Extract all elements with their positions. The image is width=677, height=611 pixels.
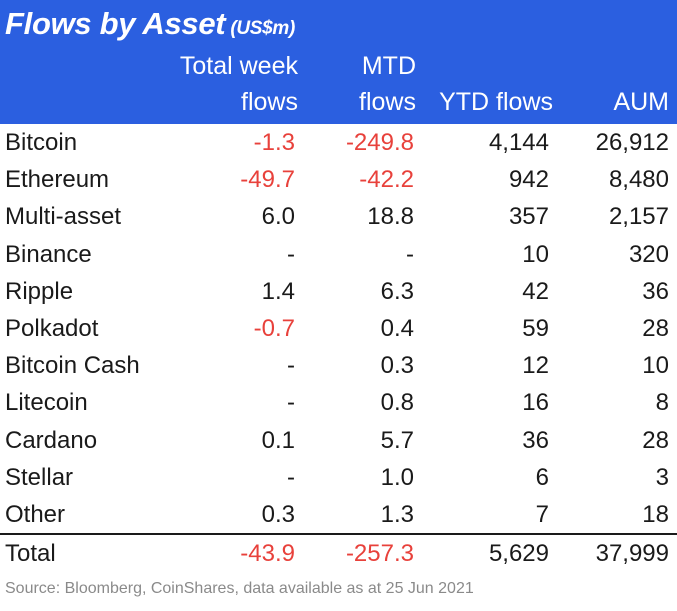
table-body: Bitcoin -1.3 -249.8 4,144 26,912 Ethereum -49.… bbox=[0, 124, 677, 533]
ytd-flows: 6 bbox=[535, 463, 549, 491]
ytd-flows: 942 bbox=[508, 166, 549, 194]
ytd-flows: 357 bbox=[508, 203, 549, 231]
aum-value: 26,912 bbox=[595, 129, 669, 156]
aum-value: 2,157 bbox=[608, 203, 669, 231]
total-row: Total -43.9 -257.3 5,629 37,999 bbox=[0, 533, 677, 575]
ytd-flows: 10 bbox=[522, 240, 549, 268]
ytd-flows: 4,144 bbox=[488, 129, 549, 156]
ytd-flows: 59 bbox=[522, 314, 549, 342]
mtd-flows: 1.0 bbox=[380, 463, 414, 491]
week-flows: -0.7 bbox=[253, 314, 295, 342]
ytd-flows: 16 bbox=[522, 389, 549, 417]
week-flows: 6.0 bbox=[261, 203, 295, 231]
ytd-flows: 12 bbox=[522, 352, 549, 380]
week-flows: -1.3 bbox=[253, 129, 295, 156]
asset-name: Binance bbox=[5, 240, 92, 268]
mtd-flows: - bbox=[406, 240, 414, 268]
aum-value: 28 bbox=[642, 314, 669, 342]
week-flows: - bbox=[287, 352, 295, 380]
title-text: Flows by Asset bbox=[5, 6, 226, 41]
table-row: Stellar - 1.0 6 3 bbox=[0, 459, 677, 496]
table-row: Litecoin - 0.8 16 8 bbox=[0, 384, 677, 421]
title-unit: (US$m) bbox=[230, 18, 296, 39]
week-flows: - bbox=[287, 463, 295, 491]
header-week-line1: Total week bbox=[179, 52, 298, 80]
week-flows: 1.4 bbox=[261, 277, 295, 305]
asset-name: Bitcoin bbox=[5, 129, 78, 156]
header-aum: AUM bbox=[613, 88, 669, 116]
source-note: Source: Bloomberg, CoinShares, data avai… bbox=[5, 580, 474, 597]
header-ytd: YTD flows bbox=[439, 88, 553, 116]
table-row: Binance - - 10 320 bbox=[0, 236, 677, 273]
asset-name: Bitcoin Cash bbox=[5, 352, 140, 380]
mtd-flows: 0.4 bbox=[380, 314, 414, 342]
asset-name: Stellar bbox=[5, 463, 74, 491]
asset-name: Multi-asset bbox=[5, 203, 122, 231]
week-flows: -49.7 bbox=[240, 166, 295, 194]
asset-name: Polkadot bbox=[5, 314, 99, 342]
table-row: Bitcoin Cash - 0.3 12 10 bbox=[0, 347, 677, 384]
aum-value: 10 bbox=[642, 352, 669, 380]
mtd-flows: -42.2 bbox=[359, 166, 414, 194]
asset-name: Ripple bbox=[5, 277, 74, 305]
table-header: Flows by Asset (US$m) Total week flows MT… bbox=[0, 0, 677, 124]
mtd-flows: 18.8 bbox=[367, 203, 414, 231]
total-ytd: 5,629 bbox=[488, 540, 549, 567]
table-row: Bitcoin -1.3 -249.8 4,144 26,912 bbox=[0, 124, 677, 161]
ytd-flows: 42 bbox=[522, 277, 549, 305]
asset-name: Other bbox=[5, 500, 66, 528]
week-flows: 0.1 bbox=[261, 426, 295, 454]
total-mtd: -257.3 bbox=[345, 540, 414, 567]
total-aum: 37,999 bbox=[595, 540, 669, 567]
table-row: Cardano 0.1 5.7 36 28 bbox=[0, 422, 677, 459]
week-flows: 0.3 bbox=[261, 500, 295, 528]
mtd-flows: 6.3 bbox=[380, 277, 414, 305]
table-row: Polkadot -0.7 0.4 59 28 bbox=[0, 310, 677, 347]
header-mtd-line1: MTD bbox=[361, 52, 416, 80]
aum-value: 8 bbox=[655, 389, 669, 417]
table-row: Ethereum -49.7 -42.2 942 8,480 bbox=[0, 161, 677, 198]
mtd-flows: -249.8 bbox=[345, 129, 414, 156]
aum-value: 8,480 bbox=[608, 166, 669, 194]
mtd-flows: 0.8 bbox=[380, 389, 414, 417]
aum-value: 28 bbox=[642, 426, 669, 454]
ytd-flows: 7 bbox=[535, 500, 549, 528]
mtd-flows: 0.3 bbox=[380, 352, 414, 380]
asset-name: Litecoin bbox=[5, 389, 88, 417]
asset-name: Cardano bbox=[5, 426, 98, 454]
header-week-line2: flows bbox=[241, 88, 298, 116]
total-week: -43.9 bbox=[240, 540, 295, 567]
ytd-flows: 36 bbox=[522, 426, 549, 454]
mtd-flows: 5.7 bbox=[380, 426, 414, 454]
header-mtd-line2: flows bbox=[359, 88, 416, 116]
table-row: Ripple 1.4 6.3 42 36 bbox=[0, 273, 677, 310]
mtd-flows: 1.3 bbox=[380, 500, 414, 528]
aum-value: 320 bbox=[628, 240, 669, 268]
week-flows: - bbox=[287, 240, 295, 268]
total-label: Total bbox=[5, 540, 56, 567]
aum-value: 36 bbox=[642, 277, 669, 305]
table-title: Flows by Asset (US$m) bbox=[5, 6, 295, 42]
table-row: Multi-asset 6.0 18.8 357 2,157 bbox=[0, 198, 677, 235]
aum-value: 18 bbox=[642, 500, 669, 528]
week-flows: - bbox=[287, 389, 295, 417]
table-row: Other 0.3 1.3 7 18 bbox=[0, 496, 677, 533]
aum-value: 3 bbox=[655, 463, 669, 491]
asset-name: Ethereum bbox=[5, 166, 110, 194]
